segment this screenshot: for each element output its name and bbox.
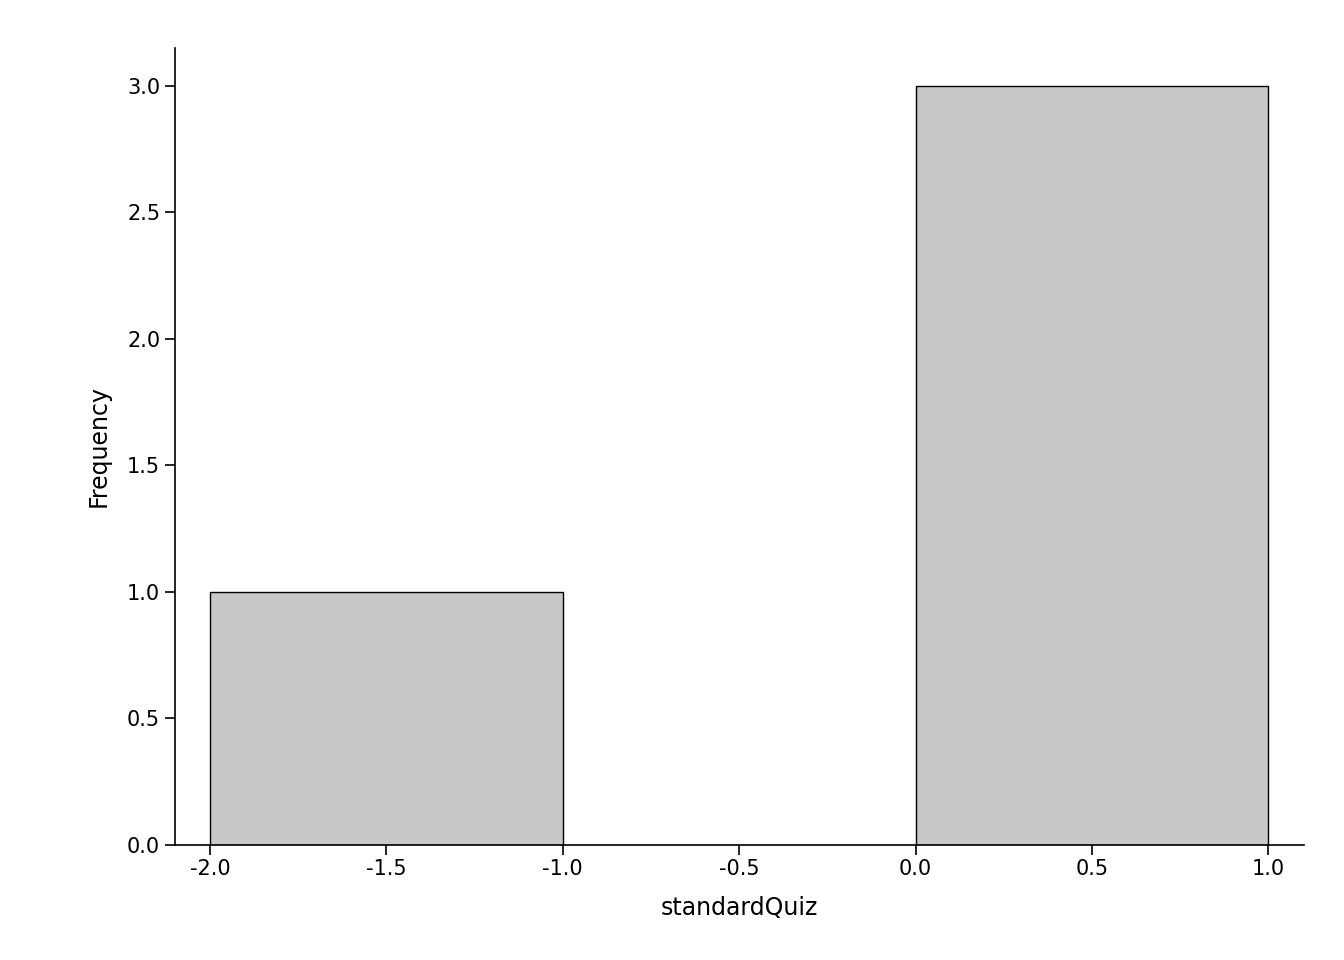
Bar — [915, 86, 1269, 845]
Y-axis label: Frequency: Frequency — [86, 385, 110, 508]
Bar — [210, 592, 563, 845]
X-axis label: standardQuiz: standardQuiz — [660, 896, 818, 920]
